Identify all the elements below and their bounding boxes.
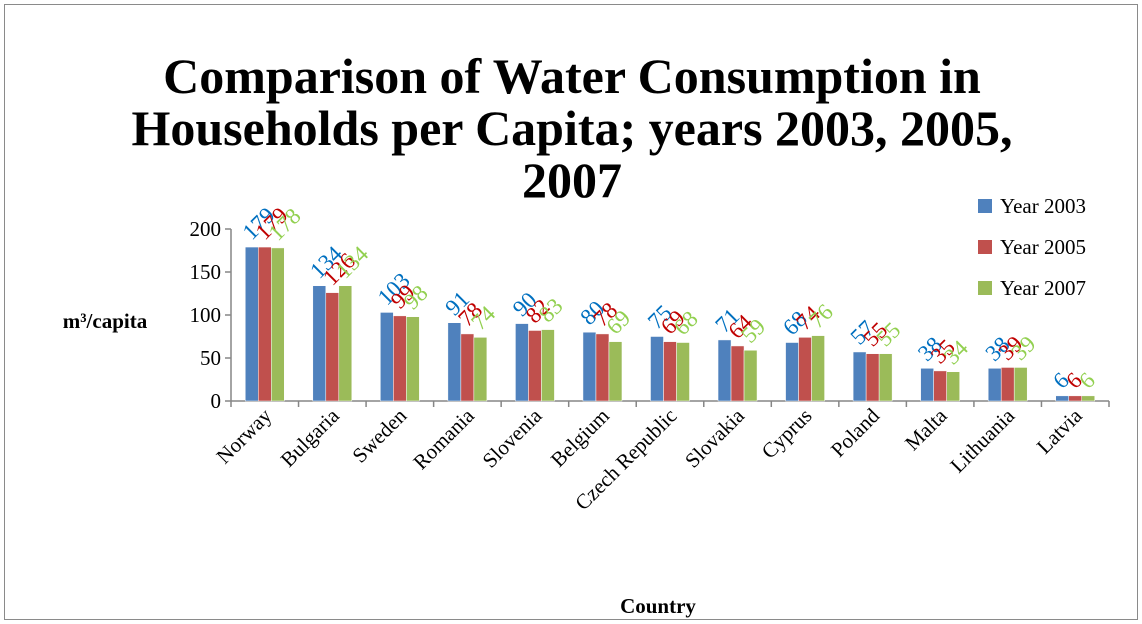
category-label: Sweden — [347, 403, 411, 467]
legend-swatch — [978, 281, 992, 295]
bar — [312, 285, 327, 402]
bar — [730, 345, 745, 402]
bar — [1000, 367, 1015, 402]
bar — [406, 316, 420, 402]
bar — [946, 371, 960, 402]
y-axis-label: m³/capita — [63, 309, 148, 333]
bar — [460, 333, 475, 402]
bar — [933, 370, 947, 402]
bar — [515, 323, 529, 402]
bar — [271, 247, 285, 402]
bar — [1013, 367, 1028, 402]
category-label: Norway — [211, 403, 276, 468]
bar — [393, 315, 407, 402]
y-tick-label: 0 — [211, 389, 222, 413]
chart-title-line-3: 2007 — [522, 152, 622, 208]
legend-label: Year 2005 — [1000, 235, 1086, 259]
bar — [663, 341, 677, 402]
bar — [798, 337, 812, 402]
bar — [473, 337, 488, 402]
bar — [1081, 395, 1095, 402]
category-label: Cyprus — [757, 404, 817, 464]
y-tick-label: 50 — [200, 346, 221, 370]
axes: 0 50 100 150 200 — [190, 217, 1110, 413]
y-tick-label: 100 — [190, 303, 222, 327]
chart-title-line-1: Comparison of Water Consumption in — [163, 48, 981, 104]
legend: Year 2003 Year 2005 Year 2007 — [978, 194, 1086, 300]
bar — [676, 342, 690, 402]
bar — [987, 368, 1002, 402]
bar — [650, 336, 664, 402]
category-label: Latvia — [1032, 403, 1087, 458]
bar-chart: Comparison of Water Consumption in House… — [63, 48, 1110, 618]
category-label: Romania — [408, 403, 479, 474]
bar — [338, 285, 353, 402]
bar — [541, 329, 555, 402]
bar — [717, 339, 732, 402]
category-label: Bulgaria — [276, 403, 345, 472]
category-label: Lithuania — [945, 403, 1019, 477]
chart-title: Comparison of Water Consumption in House… — [131, 48, 1012, 208]
legend-swatch — [978, 240, 992, 254]
bar — [1055, 395, 1069, 402]
bar — [785, 342, 799, 402]
y-tick-label: 200 — [190, 217, 222, 241]
bar — [852, 351, 867, 402]
bar — [325, 292, 340, 402]
chart-title-line-2: Households per Capita; years 2003, 2005, — [131, 100, 1012, 156]
legend-swatch — [978, 199, 992, 213]
bar — [447, 322, 462, 402]
bar — [865, 353, 880, 402]
category-label: Malta — [900, 403, 952, 455]
category-label: Poland — [826, 403, 885, 462]
category-label: Belgium — [546, 404, 614, 472]
legend-label: Year 2007 — [1000, 276, 1086, 300]
bars — [245, 246, 1095, 402]
bar — [380, 312, 394, 402]
y-tick-label: 150 — [190, 260, 222, 284]
bar — [811, 335, 825, 402]
bar — [743, 350, 758, 402]
category-label: Slovakia — [680, 403, 749, 472]
chart-frame: Comparison of Water Consumption in House… — [4, 4, 1138, 620]
category-label: Slovenia — [478, 403, 547, 472]
x-axis-label: Country — [620, 594, 696, 618]
bar — [258, 246, 272, 402]
legend-label: Year 2003 — [1000, 194, 1086, 218]
bar — [582, 331, 597, 402]
bar — [1068, 395, 1082, 402]
bar — [528, 330, 542, 402]
bar — [920, 368, 934, 402]
bar — [595, 333, 610, 402]
bar — [608, 341, 623, 402]
bar — [878, 353, 893, 402]
bar — [245, 246, 259, 402]
